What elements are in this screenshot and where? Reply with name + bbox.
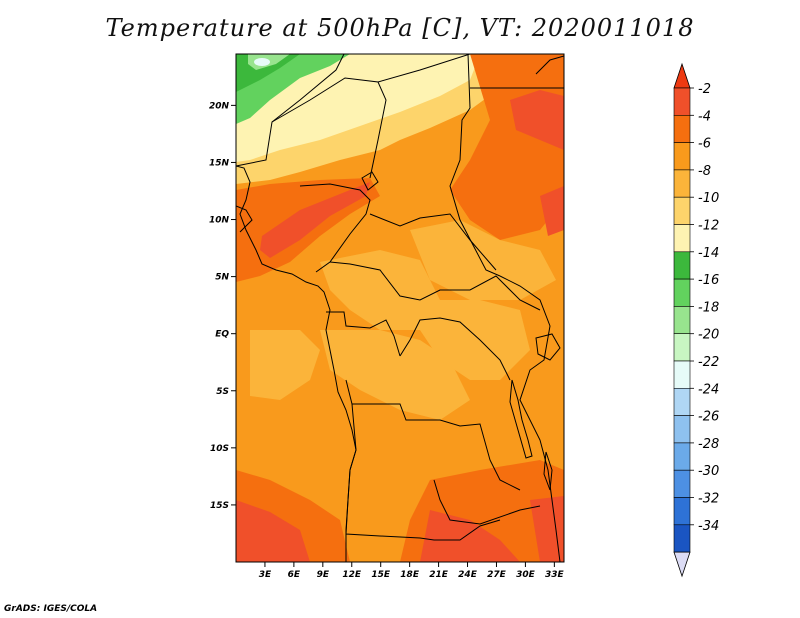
border-sahara [236,54,345,167]
colorbar-swatch [673,415,691,444]
colorbar-swatch [673,469,691,498]
colorbar-label: -16 [698,273,719,288]
x-tick-label: 33E [545,570,565,580]
field-light-central2 [410,220,556,300]
colorbar-label: -8 [698,164,711,179]
border-car-south [329,261,541,311]
colorbar-swatch [673,87,691,116]
x-tick-label: 9E [317,570,330,580]
colorbar-label: -10 [698,191,719,206]
y-axis: 20N 15N 10N 5N EQ 5S 10S 15S [209,101,236,511]
field-light-central [320,250,440,330]
boundaries [236,54,564,562]
border-chad-car [369,213,497,271]
field-light-mid [320,330,470,420]
border-angola [345,403,501,541]
x-tick-label: 18E [400,570,420,580]
y-tick-label: 10N [209,216,230,226]
y-tick-label: 5S [216,387,229,397]
field-hot-sw [236,500,310,562]
colorbar: -2 -4 -6 -8 -10 -12 -14 -16 -18 -20 -22 -24 -26 -28 -3… [673,62,719,578]
field-cold-speck [254,58,270,66]
colorbar-label: -34 [698,519,719,534]
colorbar-swatch [673,387,691,416]
colorbar-swatch [673,360,691,389]
colorbar-label: -6 [698,137,711,152]
border-zambia [433,479,541,525]
colorbar-swatch [673,278,691,307]
x-tick-label: 15E [371,570,391,580]
y-tick-label: 10S [210,444,229,454]
x-tick-label: 27E [487,570,507,580]
colorbar-swatch [673,442,691,471]
border-gabon [326,311,401,357]
border-chad-sudan [449,54,501,277]
colorbar-label: -30 [698,464,719,479]
colorbar-label: -12 [698,219,719,234]
colorbar-swatch [673,251,691,280]
colorbar-bottom-arrow [673,551,691,578]
colorbar-swatch [673,196,691,225]
colorbar-swatch [673,524,691,553]
colorbar-label: -22 [698,355,719,370]
y-tick-label: 15N [209,158,230,168]
colorbar-label: -18 [698,300,719,315]
lake-tanganyika [509,379,533,459]
field-hot-ne2 [540,186,564,236]
map-frame [235,53,565,563]
colorbar-swatch [673,333,691,362]
colorbar-label: -2 [698,82,711,97]
field-hot-band [260,182,370,258]
lake-malawi [543,451,553,491]
river-congo [399,317,511,381]
colorbar-label: -20 [698,328,719,343]
footer-credit: GrADS: IGES/COLA [4,604,98,614]
x-tick-label: 21E [429,570,449,580]
colorbar-label: -4 [698,109,711,124]
y-tick-label: EQ [215,330,229,340]
colorbar-swatch [673,306,691,334]
field-hot-se2 [530,496,564,562]
field-hot-ne [510,90,564,150]
y-tick-label: 20N [209,101,230,111]
x-tick-label: 12E [342,570,362,580]
border-ne-coast [535,55,564,75]
y-tick-label: 15S [210,501,229,511]
field-hot-se [420,510,520,562]
border-east [499,275,561,562]
colorbar-swatch [673,115,691,143]
lake-victoria [535,333,561,361]
colorbar-label: -26 [698,410,719,425]
border-nigeria [299,183,371,273]
y-tick-label: 5N [215,273,229,283]
temperature-field [236,54,564,562]
x-tick-label: 30E [516,570,536,580]
colorbar-label: -24 [698,382,719,397]
x-tick-label: 24E [458,570,478,580]
border-senegal [236,205,253,233]
border-drc [345,379,521,491]
x-axis: 3E 6E 9E 12E 15E 18E 21E 24E 27E 30E 33E [259,562,565,580]
colorbar-label: -32 [698,492,719,507]
colorbar-swatch [673,224,691,253]
x-tick-label: 3E [259,570,272,580]
field-pale-north [236,54,480,162]
colorbar-label: -14 [698,246,719,261]
field-light-west [250,330,320,400]
colorbar-label: -28 [698,437,719,452]
border-niger-chad [377,54,471,83]
map-title: Temperature at 500hPa [C], VT: 202001101… [105,14,695,42]
colorbar-swatch [673,169,691,198]
colorbar-swatch [673,142,691,171]
lake-chad [361,171,379,191]
colorbar-swatch [673,497,691,526]
colorbar-top-arrow [673,62,691,89]
x-tick-label: 6E [288,570,301,580]
